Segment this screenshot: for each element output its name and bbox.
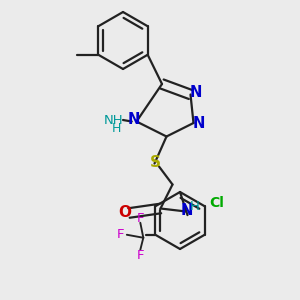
Text: Cl: Cl — [209, 196, 224, 210]
Text: S: S — [150, 155, 161, 170]
Text: N: N — [128, 112, 140, 128]
Text: F: F — [117, 228, 124, 241]
Text: N: N — [190, 85, 202, 100]
Text: F: F — [136, 249, 144, 262]
Text: NH: NH — [104, 113, 124, 127]
Text: O: O — [118, 205, 131, 220]
Text: F: F — [136, 212, 144, 225]
Text: H: H — [190, 200, 199, 213]
Text: N: N — [181, 203, 193, 218]
Text: H: H — [111, 122, 121, 135]
Text: N: N — [193, 116, 205, 130]
